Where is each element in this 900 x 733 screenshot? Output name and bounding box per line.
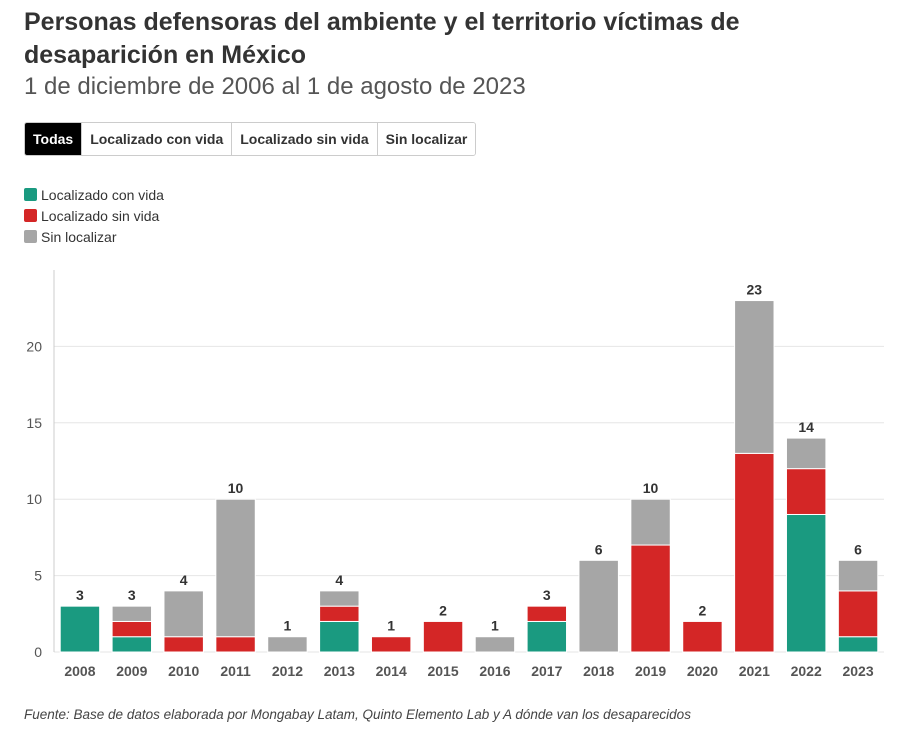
- total-label-2019: 10: [643, 480, 659, 496]
- total-label-2017: 3: [543, 587, 551, 603]
- bar-2019-series-1[interactable]: [630, 544, 671, 653]
- total-label-2013: 4: [335, 572, 343, 588]
- x-tick-label-2023: 2023: [842, 663, 873, 679]
- legend-item-con-vida[interactable]: Localizado con vida: [24, 184, 164, 205]
- total-label-2022: 14: [798, 419, 814, 435]
- bar-2013-series-1[interactable]: [319, 605, 360, 622]
- bar-2011-series-2[interactable]: [215, 498, 256, 638]
- total-label-2012: 1: [284, 618, 292, 634]
- legend-label-sin-vida: Localizado sin vida: [41, 207, 160, 224]
- total-label-2021: 23: [747, 282, 763, 298]
- filter-sin-localizar-button[interactable]: Sin localizar: [377, 123, 476, 155]
- legend-swatch-con-vida: [24, 188, 37, 201]
- legend-item-sin-localizar[interactable]: Sin localizar: [24, 226, 164, 247]
- total-label-2009: 3: [128, 587, 136, 603]
- filter-button-group: Todas Localizado con vida Localizado sin…: [24, 122, 477, 156]
- total-label-2015: 2: [439, 602, 447, 618]
- bar-2021-series-1[interactable]: [734, 452, 775, 653]
- chart-legend: Localizado con vida Localizado sin vida …: [24, 184, 164, 247]
- legend-swatch-sin-vida: [24, 209, 37, 222]
- bar-2015-series-1[interactable]: [422, 620, 464, 653]
- x-tick-label-2015: 2015: [427, 663, 458, 679]
- bar-2021-series-2[interactable]: [734, 300, 775, 454]
- x-tick-label-2012: 2012: [272, 663, 303, 679]
- bar-2013-series-0[interactable]: [319, 620, 360, 653]
- x-tick-label-2022: 2022: [791, 663, 822, 679]
- x-tick-label-2009: 2009: [116, 663, 147, 679]
- bar-2023-series-0[interactable]: [837, 636, 879, 653]
- bar-2022-series-1[interactable]: [785, 468, 827, 515]
- x-tick-label-2018: 2018: [583, 663, 614, 679]
- total-label-2010: 4: [180, 572, 188, 588]
- total-label-2023: 6: [854, 541, 862, 557]
- total-label-2014: 1: [387, 618, 395, 634]
- y-tick-label-20: 20: [26, 338, 42, 354]
- bar-2018-series-2[interactable]: [578, 559, 619, 653]
- bar-2020-series-1[interactable]: [682, 620, 723, 653]
- x-tick-label-2008: 2008: [64, 663, 95, 679]
- bar-2009-series-2[interactable]: [111, 605, 153, 622]
- bar-2010-series-1[interactable]: [163, 636, 204, 653]
- filter-localizado-sin-vida-button[interactable]: Localizado sin vida: [232, 123, 378, 155]
- bar-2009-series-0[interactable]: [111, 636, 153, 653]
- x-tick-label-2019: 2019: [635, 663, 666, 679]
- x-tick-label-2010: 2010: [168, 663, 199, 679]
- y-tick-label-10: 10: [26, 491, 42, 507]
- stacked-bar-chart: 0 5 10 15 20 3 2008 3 2009 4 2010 10 2011 1 2012 4 2013 1…: [26, 270, 884, 679]
- x-tick-label-2021: 2021: [739, 663, 770, 679]
- x-tick-label-2013: 2013: [324, 663, 355, 679]
- total-label-2018: 6: [595, 541, 603, 557]
- total-label-2016: 1: [491, 618, 499, 634]
- bar-2017-series-1[interactable]: [526, 605, 568, 622]
- y-tick-label-15: 15: [26, 415, 42, 431]
- filter-todas-button[interactable]: Todas: [25, 123, 83, 155]
- bar-2008-series-0[interactable]: [59, 605, 101, 653]
- filter-localizado-con-vida-button[interactable]: Localizado con vida: [82, 123, 233, 155]
- x-tick-label-2011: 2011: [220, 663, 251, 679]
- x-tick-label-2016: 2016: [479, 663, 510, 679]
- legend-item-sin-vida[interactable]: Localizado sin vida: [24, 205, 164, 226]
- bar-2009-series-1[interactable]: [111, 620, 153, 638]
- bar-2010-series-2[interactable]: [163, 590, 204, 638]
- bar-2019-series-2[interactable]: [630, 498, 671, 546]
- legend-label-sin-localizar: Sin localizar: [41, 228, 117, 245]
- bar-2011-series-1[interactable]: [215, 636, 256, 653]
- chart-title: Personas defensoras del ambiente y el te…: [24, 8, 740, 69]
- x-tick-label-2020: 2020: [687, 663, 718, 679]
- total-label-2008: 3: [76, 587, 84, 603]
- bar-2012-series-2[interactable]: [267, 636, 308, 653]
- bar-2016-series-2[interactable]: [474, 636, 516, 653]
- bar-2022-series-2[interactable]: [785, 437, 827, 470]
- bar-2014-series-1[interactable]: [370, 636, 412, 653]
- total-label-2011: 10: [228, 480, 244, 496]
- x-tick-label-2017: 2017: [531, 663, 562, 679]
- bar-2022-series-0[interactable]: [785, 513, 827, 653]
- bar-2023-series-2[interactable]: [837, 559, 879, 592]
- total-label-2020: 2: [699, 602, 707, 618]
- bar-2013-series-2[interactable]: [319, 590, 360, 607]
- legend-label-con-vida: Localizado con vida: [41, 186, 164, 203]
- y-tick-label-5: 5: [34, 568, 42, 584]
- bar-2017-series-0[interactable]: [526, 620, 568, 653]
- x-tick-label-2014: 2014: [376, 663, 407, 679]
- y-tick-label-0: 0: [34, 644, 42, 660]
- bar-2023-series-1[interactable]: [837, 590, 879, 638]
- legend-swatch-sin-localizar: [24, 230, 37, 243]
- chart-subtitle: 1 de diciembre de 2006 al 1 de agosto de…: [24, 73, 526, 100]
- source-note: Fuente: Base de datos elaborada por Mong…: [24, 707, 691, 722]
